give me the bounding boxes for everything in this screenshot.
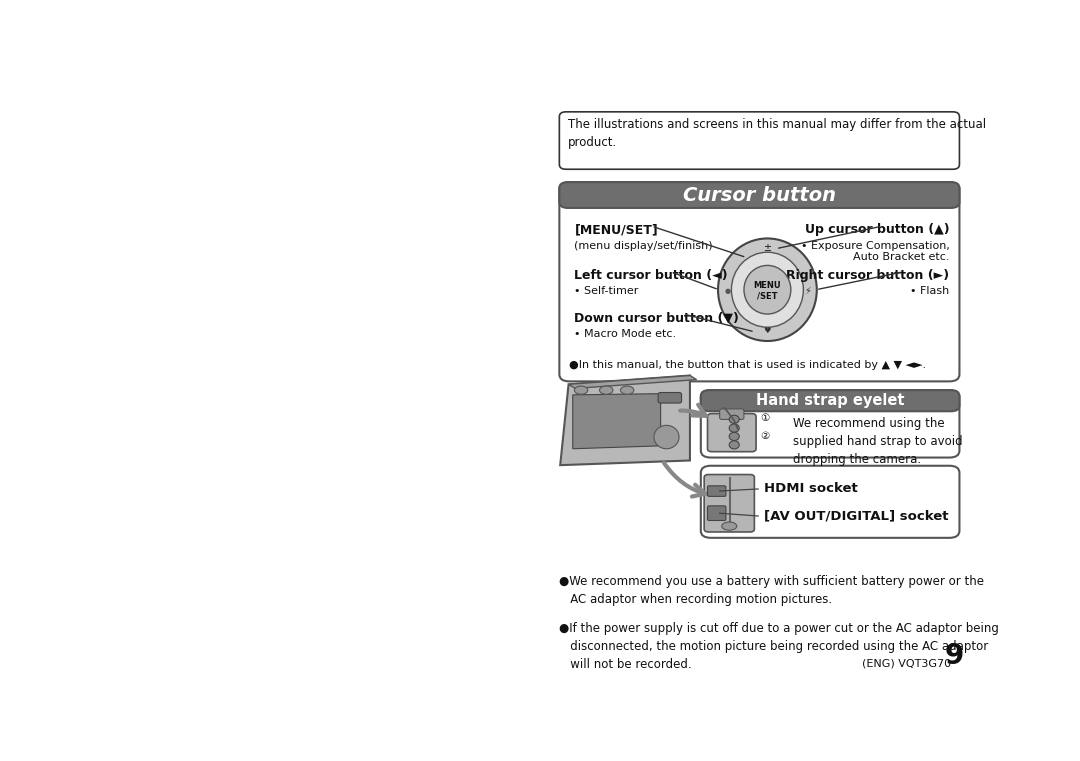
FancyBboxPatch shape bbox=[658, 393, 681, 403]
Text: • Macro Mode etc.: • Macro Mode etc. bbox=[575, 329, 676, 339]
Ellipse shape bbox=[729, 416, 739, 423]
Text: ●We recommend you use a battery with sufficient battery power or the
   AC adapt: ●We recommend you use a battery with suf… bbox=[559, 575, 984, 606]
Text: ♥: ♥ bbox=[764, 326, 771, 336]
Text: We recommend using the
supplied hand strap to avoid
dropping the camera.: We recommend using the supplied hand str… bbox=[793, 417, 962, 466]
FancyBboxPatch shape bbox=[701, 390, 959, 411]
Text: Auto Bracket etc.: Auto Bracket etc. bbox=[846, 253, 949, 263]
Ellipse shape bbox=[620, 386, 634, 394]
FancyBboxPatch shape bbox=[707, 414, 756, 452]
Text: • Self-timer: • Self-timer bbox=[575, 286, 638, 297]
FancyBboxPatch shape bbox=[704, 475, 754, 532]
Text: (menu display/set/finish): (menu display/set/finish) bbox=[575, 240, 713, 250]
Text: [MENU/SET]: [MENU/SET] bbox=[575, 223, 658, 236]
Text: ●If the power supply is cut off due to a power cut or the AC adaptor being
   di: ●If the power supply is cut off due to a… bbox=[559, 622, 999, 670]
Polygon shape bbox=[572, 393, 661, 449]
Text: ②: ② bbox=[760, 431, 769, 441]
Ellipse shape bbox=[729, 432, 739, 441]
Text: ±: ± bbox=[764, 243, 771, 253]
Text: (ENG) VQT3G70: (ENG) VQT3G70 bbox=[862, 658, 951, 668]
FancyBboxPatch shape bbox=[559, 182, 959, 381]
Ellipse shape bbox=[599, 386, 613, 394]
FancyBboxPatch shape bbox=[701, 390, 959, 457]
Ellipse shape bbox=[721, 522, 737, 530]
Text: MENU: MENU bbox=[754, 281, 781, 289]
FancyBboxPatch shape bbox=[701, 466, 959, 538]
Polygon shape bbox=[561, 375, 690, 465]
Text: [AV OUT/DIGITAL] socket: [AV OUT/DIGITAL] socket bbox=[765, 510, 949, 523]
Text: Right cursor button (►): Right cursor button (►) bbox=[786, 269, 949, 282]
FancyBboxPatch shape bbox=[719, 409, 744, 419]
Ellipse shape bbox=[718, 238, 816, 341]
Text: 9: 9 bbox=[944, 642, 963, 670]
Text: • Exposure Compensation,: • Exposure Compensation, bbox=[800, 240, 949, 250]
Text: HDMI socket: HDMI socket bbox=[765, 482, 859, 495]
Polygon shape bbox=[568, 375, 697, 388]
Text: ●: ● bbox=[725, 288, 730, 294]
Ellipse shape bbox=[731, 252, 804, 327]
Text: ●In this manual, the button that is used is indicated by ▲ ▼ ◄►.: ●In this manual, the button that is used… bbox=[569, 360, 927, 370]
Ellipse shape bbox=[744, 266, 791, 314]
Text: The illustrations and screens in this manual may differ from the actual
product.: The illustrations and screens in this ma… bbox=[568, 118, 986, 148]
Ellipse shape bbox=[729, 424, 739, 432]
Text: ⚡: ⚡ bbox=[805, 286, 811, 296]
Ellipse shape bbox=[654, 425, 679, 449]
FancyBboxPatch shape bbox=[707, 486, 726, 496]
FancyBboxPatch shape bbox=[707, 506, 726, 521]
Text: Hand strap eyelet: Hand strap eyelet bbox=[756, 393, 904, 408]
FancyBboxPatch shape bbox=[559, 182, 959, 208]
Text: /SET: /SET bbox=[757, 291, 778, 300]
Text: Left cursor button (◄): Left cursor button (◄) bbox=[575, 269, 728, 282]
FancyBboxPatch shape bbox=[559, 112, 959, 169]
Text: Up cursor button (▲): Up cursor button (▲) bbox=[805, 223, 949, 236]
Text: ①: ① bbox=[760, 413, 769, 423]
Ellipse shape bbox=[575, 386, 588, 394]
Text: Down cursor button (▼): Down cursor button (▼) bbox=[575, 311, 740, 324]
Text: • Flash: • Flash bbox=[910, 286, 949, 297]
Ellipse shape bbox=[729, 441, 739, 449]
Text: Cursor button: Cursor button bbox=[683, 186, 836, 205]
